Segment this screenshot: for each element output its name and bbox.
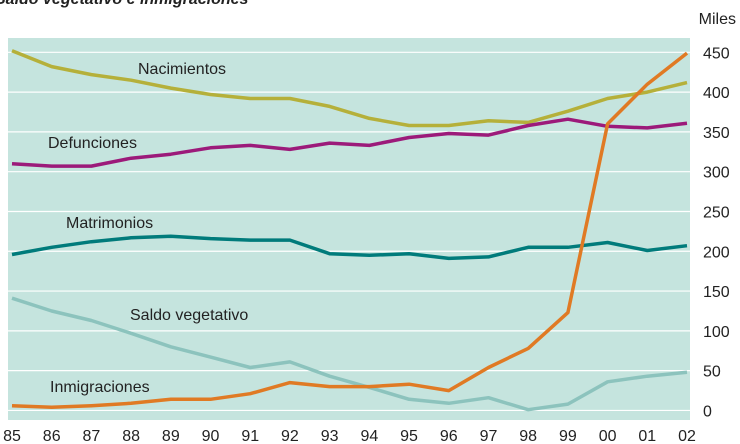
series-line <box>11 49 688 128</box>
x-tick-label: 01 <box>638 428 656 444</box>
unit-label: Miles <box>699 11 736 28</box>
series-label: Saldo vegetativo <box>130 307 248 324</box>
y-tick-label: 250 <box>703 204 730 221</box>
series-label: Defunciones <box>48 135 137 152</box>
series-line <box>11 51 689 410</box>
series-label: Inmigraciones <box>50 379 150 396</box>
x-tick-label: 93 <box>321 428 339 444</box>
x-tick-label: 89 <box>162 428 180 444</box>
chart-title: Saldo vegetativo e inmigraciones <box>0 0 249 8</box>
y-tick-label: 400 <box>703 85 730 102</box>
series-line <box>11 117 688 168</box>
plot-background <box>8 38 690 420</box>
series-line <box>11 234 688 261</box>
series-label: Nacimientos <box>138 61 226 78</box>
x-tick-label: 96 <box>440 428 458 444</box>
y-tick-label: 200 <box>703 244 730 261</box>
x-tick-label: 92 <box>281 428 299 444</box>
x-tick-label: 95 <box>400 428 418 444</box>
x-tick-label: 85 <box>3 428 21 444</box>
x-tick-label: 98 <box>519 428 537 444</box>
x-tick-label: 86 <box>43 428 61 444</box>
x-tick-label: 87 <box>83 428 101 444</box>
x-tick-label: 94 <box>360 428 378 444</box>
x-tick-label: 97 <box>480 428 498 444</box>
y-tick-label: 300 <box>703 165 730 182</box>
series-line <box>11 296 688 412</box>
series-label: Matrimonios <box>66 215 153 232</box>
x-tick-label: 00 <box>599 428 617 444</box>
y-tick-label: 150 <box>703 284 730 301</box>
x-tick-label: 02 <box>678 428 696 444</box>
x-tick-label: 90 <box>202 428 220 444</box>
y-tick-label: 100 <box>703 324 730 341</box>
x-tick-label: 91 <box>241 428 259 444</box>
x-tick-label: 99 <box>559 428 577 444</box>
x-tick-label: 88 <box>122 428 140 444</box>
y-tick-label: 450 <box>703 45 730 62</box>
y-tick-label: 0 <box>703 403 712 420</box>
y-tick-label: 50 <box>703 364 721 381</box>
y-tick-label: 350 <box>703 125 730 142</box>
